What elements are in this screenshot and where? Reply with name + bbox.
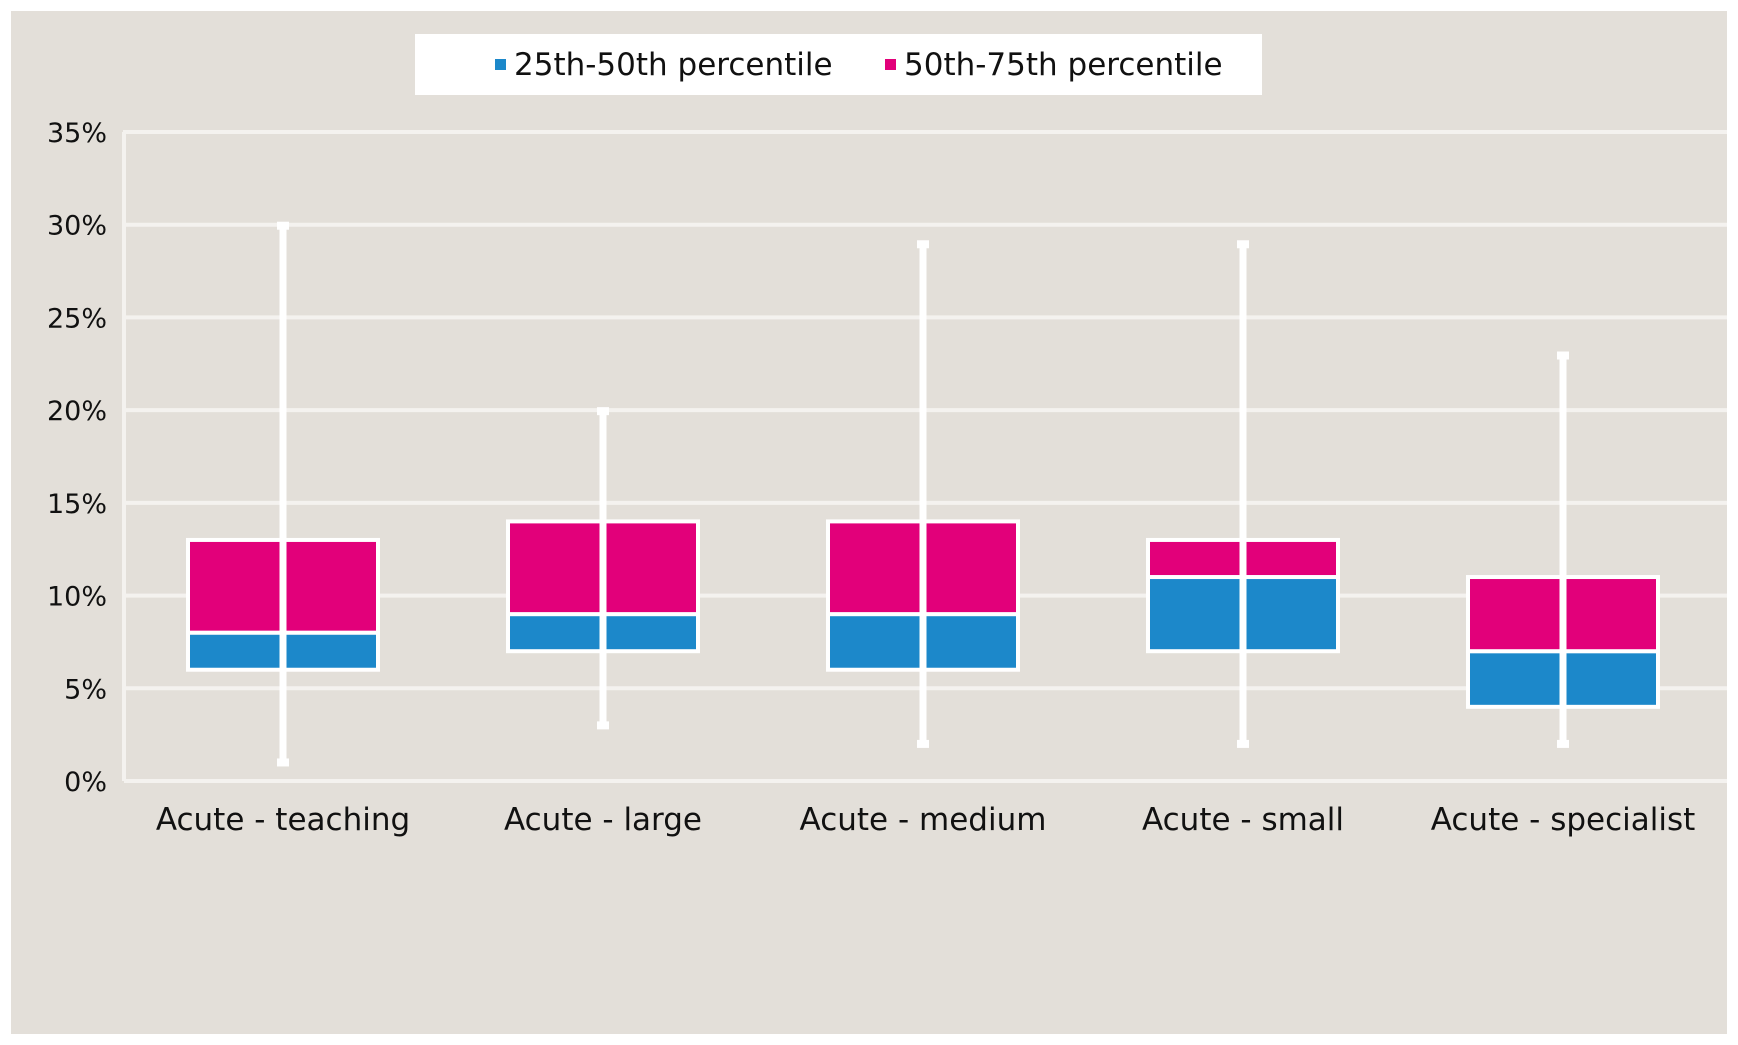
x-category-label: Acute - medium [800,802,1047,838]
y-tick-label: 15% [47,489,107,520]
whisker-cap-max [1557,351,1569,360]
x-category-label: Acute - large [504,802,702,838]
whisker-cap-max [1237,240,1249,249]
x-category-label: Acute - teaching [156,802,410,838]
x-category-label: Acute - specialist [1431,802,1696,838]
y-tick-label: 35% [47,118,107,149]
y-tick-label: 10% [47,582,107,613]
box-plot-chart: 0%5%10%15%20%25%30%35% Acute - teaching A… [47,34,1727,838]
axes [122,132,1727,783]
whisker-cap-max [597,407,609,416]
y-axis-tick-labels: 0% 5% 10% 15% 20% 25% 30% 35% [47,118,107,798]
boxes [186,221,1660,767]
legend-label: 25th-50th percentile [514,47,833,83]
legend-label: 50th-75th percentile [904,47,1223,83]
legend-swatch [495,59,506,70]
whisker-cap-min [1557,739,1569,748]
x-axis-category-labels: Acute - teaching Acute - large Acute - med… [156,802,1695,838]
y-tick-label: 25% [47,303,107,334]
whisker-cap-max [277,221,289,230]
whisker-cap-min [917,739,929,748]
legend-swatch [885,59,896,70]
y-tick-label: 30% [47,211,107,242]
x-category-label: Acute - small [1142,802,1344,838]
legend: 25th-50th percentile 50th-75th percentile [415,34,1262,95]
y-tick-label: 0% [64,767,107,798]
y-tick-label: 20% [47,396,107,427]
whisker-cap-min [277,758,289,767]
y-tick-label: 5% [64,674,107,705]
whisker-cap-max [917,240,929,249]
whisker-cap-min [1237,739,1249,748]
whisker-cap-min [597,721,609,730]
chart-panel: 0% 5% 10% 15% 20% 25% 30% 35% Acute - teaching A… [11,11,1727,1034]
legend-box [415,34,1262,95]
